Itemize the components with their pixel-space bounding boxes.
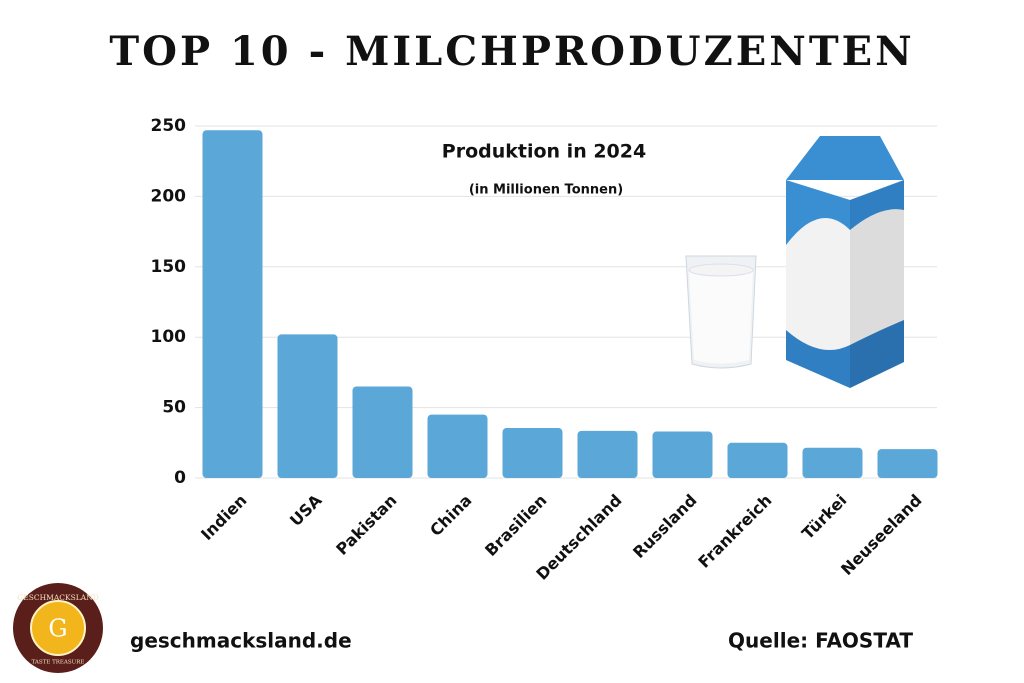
source: Quelle: FAOSTAT bbox=[728, 629, 913, 653]
bar bbox=[277, 334, 338, 478]
bar bbox=[427, 414, 488, 478]
bar bbox=[352, 386, 413, 478]
bar bbox=[877, 449, 938, 478]
milk-glass bbox=[685, 255, 757, 369]
site-name: geschmacksland.de bbox=[130, 629, 352, 653]
logo-letter: G bbox=[48, 615, 67, 643]
bar bbox=[577, 430, 638, 478]
unit-note: (in Millionen Tonnen) bbox=[469, 183, 623, 198]
chart-subtitle: Produktion in 2024 bbox=[442, 141, 646, 163]
y-tick-label: 250 bbox=[151, 116, 187, 136]
bar bbox=[802, 447, 863, 478]
logo-bottom: TASTE TREASURE bbox=[32, 660, 85, 666]
bar bbox=[727, 442, 788, 478]
bar bbox=[652, 431, 713, 478]
y-tick-label: 50 bbox=[162, 398, 186, 418]
logo-top: GESCHMACKSLAND bbox=[17, 593, 98, 602]
bar bbox=[202, 130, 263, 478]
bar bbox=[502, 428, 563, 478]
milk-carton bbox=[786, 136, 904, 388]
y-tick-label: 150 bbox=[151, 257, 187, 277]
logo: GESCHMACKSLAND G TASTE TREASURE bbox=[13, 583, 103, 673]
y-tick-label: 100 bbox=[151, 327, 187, 347]
y-tick-label: 0 bbox=[174, 468, 186, 488]
chart-title: TOP 10 - MILCHPRODUZENTEN bbox=[109, 28, 914, 75]
y-tick-label: 200 bbox=[151, 186, 187, 206]
